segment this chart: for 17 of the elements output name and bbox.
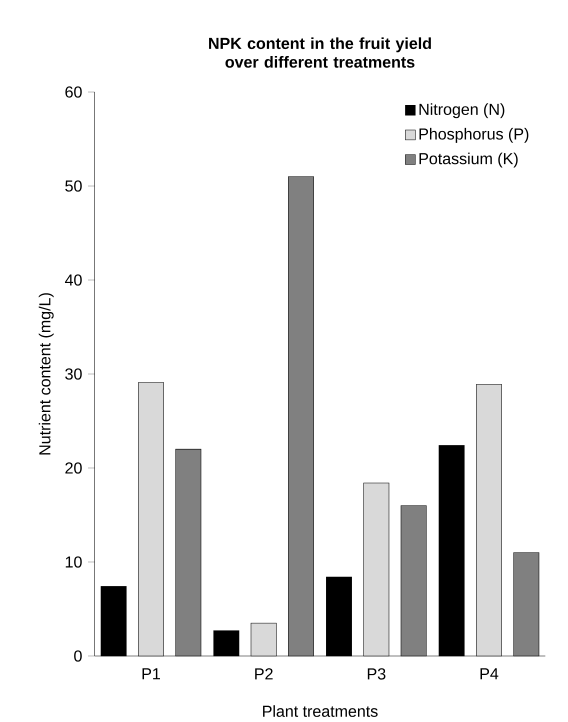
y-tick-label: 30	[65, 368, 82, 380]
x-tick-label: P4	[480, 668, 498, 680]
legend-label: Nitrogen (N)	[420, 103, 504, 118]
y-tick-label: 60	[65, 86, 82, 98]
y-tick-label: 20	[65, 462, 82, 474]
chart-title: NPK content in the fruit yield over different treatments	[209, 37, 431, 68]
x-axis-title: Plant treatments	[263, 705, 378, 717]
y-tick-label: 0	[74, 650, 82, 662]
y-axis-title: Nutrient content (mg/L)	[38, 293, 54, 454]
y-tick-label: 10	[66, 556, 82, 568]
legend-label: Potassium (K)	[420, 152, 518, 168]
y-tick-label: 40	[64, 274, 82, 286]
x-tick-label: P3	[368, 668, 386, 680]
legend-label: Phosphorus (P)	[420, 128, 528, 143]
x-tick-label: P2	[255, 668, 273, 680]
x-tick-label: P1	[142, 668, 160, 680]
y-tick-label: 50	[65, 180, 82, 192]
